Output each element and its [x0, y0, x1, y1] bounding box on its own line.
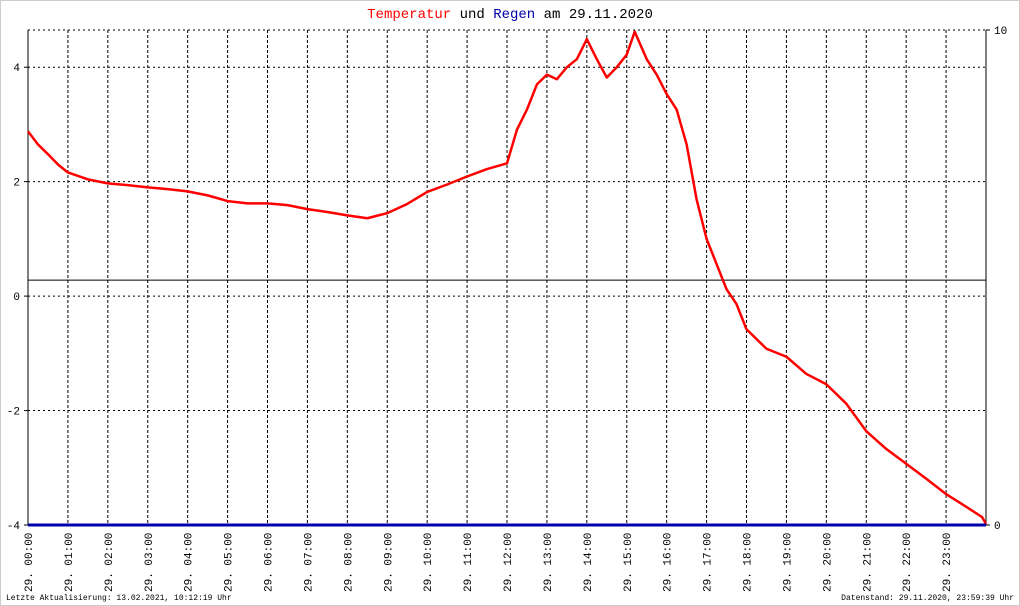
- chart-title: Temperatur und Regen am 29.11.2020: [367, 7, 653, 23]
- data-line: [27, 30, 988, 525]
- y-tick-label: 4: [13, 63, 20, 75]
- x-tick-label: 29. 17:00: [703, 533, 715, 592]
- x-tick-label: 29. 06:00: [264, 533, 276, 592]
- x-tick-label: 29. 13:00: [543, 533, 555, 592]
- title-suffix: am 29.11.2020: [544, 7, 653, 23]
- footer-left: Letzte Aktualisierung: 13.02.2021, 10:12…: [6, 594, 232, 603]
- x-tick-label: 29. 10:00: [423, 533, 435, 592]
- x-tick-label: 29. 22:00: [902, 533, 914, 592]
- y-tick-label: 0: [13, 292, 20, 304]
- x-tick-label: 29. 09:00: [383, 533, 395, 592]
- x-tick-label: 29. 18:00: [743, 533, 755, 592]
- x-tick-label: 29. 23:00: [942, 533, 954, 592]
- x-tick-label: 29. 07:00: [303, 533, 315, 592]
- x-tick-label: 29. 02:00: [104, 533, 116, 592]
- footer-right: Datenstand: 29.11.2020, 23:59:39 Uhr: [841, 594, 1014, 603]
- x-tick-label: 29. 11:00: [463, 533, 475, 592]
- title-series-1: Temperatur: [367, 7, 451, 23]
- y-tick-label: -2: [7, 407, 20, 419]
- x-tick-label: 29. 03:00: [144, 533, 156, 592]
- x-tick-label: 29. 04:00: [184, 533, 196, 592]
- x-tick-label: 29. 01:00: [64, 533, 76, 592]
- title-connector: und: [460, 7, 485, 23]
- x-tick-label: 29. 16:00: [663, 533, 675, 592]
- y-tick-label: -4: [7, 521, 21, 533]
- title-series-2: Regen: [493, 7, 535, 23]
- y2-tick-label: 0: [994, 521, 1001, 533]
- x-tick-label: 29. 05:00: [224, 533, 236, 592]
- x-tick-label: 29. 12:00: [503, 533, 515, 592]
- x-tick-label: 29. 19:00: [782, 533, 794, 592]
- x-tick-label: 29. 20:00: [822, 533, 834, 592]
- x-tick-label: 29. 08:00: [343, 533, 355, 592]
- y-tick-label: 2: [13, 178, 20, 190]
- x-tick-label: 29. 15:00: [623, 533, 635, 592]
- x-tick-label: 29. 21:00: [862, 533, 874, 592]
- x-tick-label: 29. 14:00: [583, 533, 595, 592]
- x-tick-label: 29. 00:00: [24, 533, 36, 592]
- y2-tick-label: 10: [994, 26, 1007, 38]
